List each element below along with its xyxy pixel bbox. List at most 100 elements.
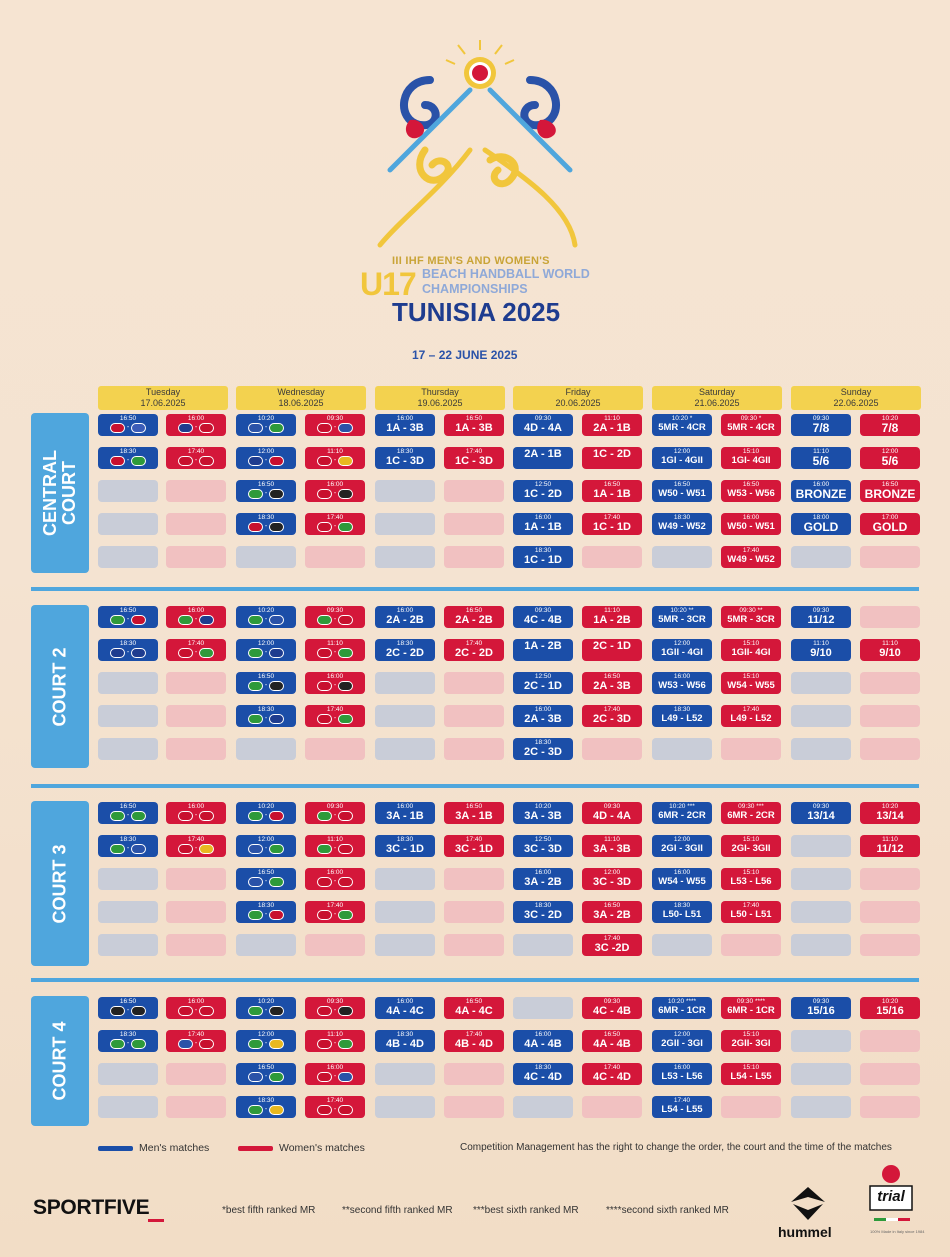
- men-match-cell[interactable]: 12:00 -: [236, 639, 296, 661]
- men-match-cell[interactable]: 12:50 3C - 3D: [513, 835, 573, 857]
- men-match-cell[interactable]: 18:30 -: [98, 639, 158, 661]
- men-match-cell[interactable]: 16:50 -: [98, 997, 158, 1019]
- women-match-cell[interactable]: 1C - 2D: [582, 447, 642, 469]
- men-match-cell[interactable]: 12:00 2GII - 3GI: [652, 1030, 712, 1052]
- women-match-cell[interactable]: 16:50 4A - 4B: [582, 1030, 642, 1052]
- women-match-cell[interactable]: 17:40 -: [166, 835, 226, 857]
- women-match-cell[interactable]: 17:40 1C - 3D: [444, 447, 504, 469]
- women-match-cell[interactable]: 17:40 -: [305, 705, 365, 727]
- women-match-cell[interactable]: 16:50 3A - 2B: [582, 901, 642, 923]
- women-match-cell[interactable]: 16:50 4A - 4C: [444, 997, 504, 1019]
- women-match-cell[interactable]: 17:40 2C - 3D: [582, 705, 642, 727]
- women-match-cell[interactable]: 15:10 1GI- 4GII: [721, 447, 781, 469]
- women-match-cell[interactable]: 17:40 2C - 2D: [444, 639, 504, 661]
- women-match-cell[interactable]: 16:00 -: [166, 606, 226, 628]
- women-match-cell[interactable]: 11:10 -: [305, 835, 365, 857]
- men-match-cell[interactable]: 16:00 3A - 2B: [513, 868, 573, 890]
- men-match-cell[interactable]: 18:00 GOLD: [791, 513, 851, 535]
- men-match-cell[interactable]: 09:30 11/12: [791, 606, 851, 628]
- men-match-cell[interactable]: 11:10 9/10: [791, 639, 851, 661]
- women-match-cell[interactable]: 11:10 -: [305, 1030, 365, 1052]
- men-match-cell[interactable]: 1A - 2B: [513, 639, 573, 661]
- women-match-cell[interactable]: 09:30 -: [305, 606, 365, 628]
- women-match-cell[interactable]: 09:30 -: [305, 414, 365, 436]
- men-match-cell[interactable]: 16:50 -: [236, 480, 296, 502]
- men-match-cell[interactable]: 09:30 4C - 4B: [513, 606, 573, 628]
- women-match-cell[interactable]: 09:30 *** 6MR - 2CR: [721, 802, 781, 824]
- men-match-cell[interactable]: 10:20 **** 6MR - 1CR: [652, 997, 712, 1019]
- men-match-cell[interactable]: 18:30 -: [98, 835, 158, 857]
- women-match-cell[interactable]: 09:30 **** 6MR - 1CR: [721, 997, 781, 1019]
- women-match-cell[interactable]: 16:00 -: [305, 672, 365, 694]
- women-match-cell[interactable]: 16:50 1A - 3B: [444, 414, 504, 436]
- men-match-cell[interactable]: 09:30 4D - 4A: [513, 414, 573, 436]
- men-match-cell[interactable]: 18:30 -: [98, 1030, 158, 1052]
- men-match-cell[interactable]: 10:20 -: [236, 414, 296, 436]
- women-match-cell[interactable]: 17:00 GOLD: [860, 513, 920, 535]
- women-match-cell[interactable]: 10:20 13/14: [860, 802, 920, 824]
- men-match-cell[interactable]: 09:30 13/14: [791, 802, 851, 824]
- men-match-cell[interactable]: 16:00 L53 - L56: [652, 1063, 712, 1085]
- men-match-cell[interactable]: 17:40 L54 - L55: [652, 1096, 712, 1118]
- men-match-cell[interactable]: 18:30 -: [236, 901, 296, 923]
- men-match-cell[interactable]: 10:20 * 5MR - 4CR: [652, 414, 712, 436]
- women-match-cell[interactable]: 15:10 L53 - L56: [721, 868, 781, 890]
- men-match-cell[interactable]: 12:00 -: [236, 835, 296, 857]
- women-match-cell[interactable]: 09:30 -: [305, 997, 365, 1019]
- men-match-cell[interactable]: 12:00 1GII - 4GI: [652, 639, 712, 661]
- men-match-cell[interactable]: 10:20 -: [236, 802, 296, 824]
- women-match-cell[interactable]: 16:00 -: [166, 414, 226, 436]
- men-match-cell[interactable]: 10:20 -: [236, 606, 296, 628]
- men-match-cell[interactable]: 12:50 1C - 2D: [513, 480, 573, 502]
- men-match-cell[interactable]: 09:30 7/8: [791, 414, 851, 436]
- men-match-cell[interactable]: 12:50 2C - 1D: [513, 672, 573, 694]
- women-match-cell[interactable]: 10:20 7/8: [860, 414, 920, 436]
- men-match-cell[interactable]: 18:30 -: [236, 705, 296, 727]
- men-match-cell[interactable]: 16:00 4A - 4B: [513, 1030, 573, 1052]
- men-match-cell[interactable]: 18:30 2C - 2D: [375, 639, 435, 661]
- men-match-cell[interactable]: 12:00 -: [236, 1030, 296, 1052]
- men-match-cell[interactable]: 18:30 -: [98, 447, 158, 469]
- men-match-cell[interactable]: 16:50 W50 - W51: [652, 480, 712, 502]
- men-match-cell[interactable]: 18:30 -: [236, 1096, 296, 1118]
- women-match-cell[interactable]: 15:10 2GI- 3GII: [721, 835, 781, 857]
- women-match-cell[interactable]: 09:30 4C - 4B: [582, 997, 642, 1019]
- men-match-cell[interactable]: 10:20 -: [236, 997, 296, 1019]
- men-match-cell[interactable]: 18:30 W49 - W52: [652, 513, 712, 535]
- men-match-cell[interactable]: 10:20 *** 6MR - 2CR: [652, 802, 712, 824]
- women-match-cell[interactable]: 17:40 -: [305, 901, 365, 923]
- women-match-cell[interactable]: 16:50 1A - 1B: [582, 480, 642, 502]
- women-match-cell[interactable]: 17:40 -: [166, 1030, 226, 1052]
- men-match-cell[interactable]: 16:00 BRONZE: [791, 480, 851, 502]
- women-match-cell[interactable]: 09:30 * 5MR - 4CR: [721, 414, 781, 436]
- men-match-cell[interactable]: 16:00 1A - 3B: [375, 414, 435, 436]
- women-match-cell[interactable]: 11:10 3A - 3B: [582, 835, 642, 857]
- women-match-cell[interactable]: 17:40 3C - 1D: [444, 835, 504, 857]
- women-match-cell[interactable]: 15:10 L54 - L55: [721, 1063, 781, 1085]
- women-match-cell[interactable]: 16:50 2A - 2B: [444, 606, 504, 628]
- men-match-cell[interactable]: 16:50 -: [236, 1063, 296, 1085]
- women-match-cell[interactable]: 09:30 ** 5MR - 3CR: [721, 606, 781, 628]
- men-match-cell[interactable]: 16:00 4A - 4C: [375, 997, 435, 1019]
- men-match-cell[interactable]: 12:00 -: [236, 447, 296, 469]
- women-match-cell[interactable]: 15:10 W54 - W55: [721, 672, 781, 694]
- men-match-cell[interactable]: 16:50 -: [98, 606, 158, 628]
- women-match-cell[interactable]: 17:40 -: [166, 447, 226, 469]
- men-match-cell[interactable]: 16:50 -: [98, 802, 158, 824]
- women-match-cell[interactable]: 17:40 -: [305, 1096, 365, 1118]
- men-match-cell[interactable]: 18:30 L50- L51: [652, 901, 712, 923]
- women-match-cell[interactable]: 11:10 9/10: [860, 639, 920, 661]
- men-match-cell[interactable]: 12:00 1GI - 4GII: [652, 447, 712, 469]
- women-match-cell[interactable]: 11:10 11/12: [860, 835, 920, 857]
- men-match-cell[interactable]: 16:00 2A - 3B: [513, 705, 573, 727]
- women-match-cell[interactable]: 12:00 3C - 3D: [582, 868, 642, 890]
- women-match-cell[interactable]: 16:00 -: [305, 1063, 365, 1085]
- women-match-cell[interactable]: 16:00 -: [166, 802, 226, 824]
- women-match-cell[interactable]: 17:40 4C - 4D: [582, 1063, 642, 1085]
- men-match-cell[interactable]: 16:00 1A - 1B: [513, 513, 573, 535]
- men-match-cell[interactable]: 16:50 -: [98, 414, 158, 436]
- women-match-cell[interactable]: 17:40 W49 - W52: [721, 546, 781, 568]
- women-match-cell[interactable]: 17:40 3C -2D: [582, 934, 642, 956]
- women-match-cell[interactable]: 16:00 -: [166, 997, 226, 1019]
- men-match-cell[interactable]: 12:00 2GI - 3GII: [652, 835, 712, 857]
